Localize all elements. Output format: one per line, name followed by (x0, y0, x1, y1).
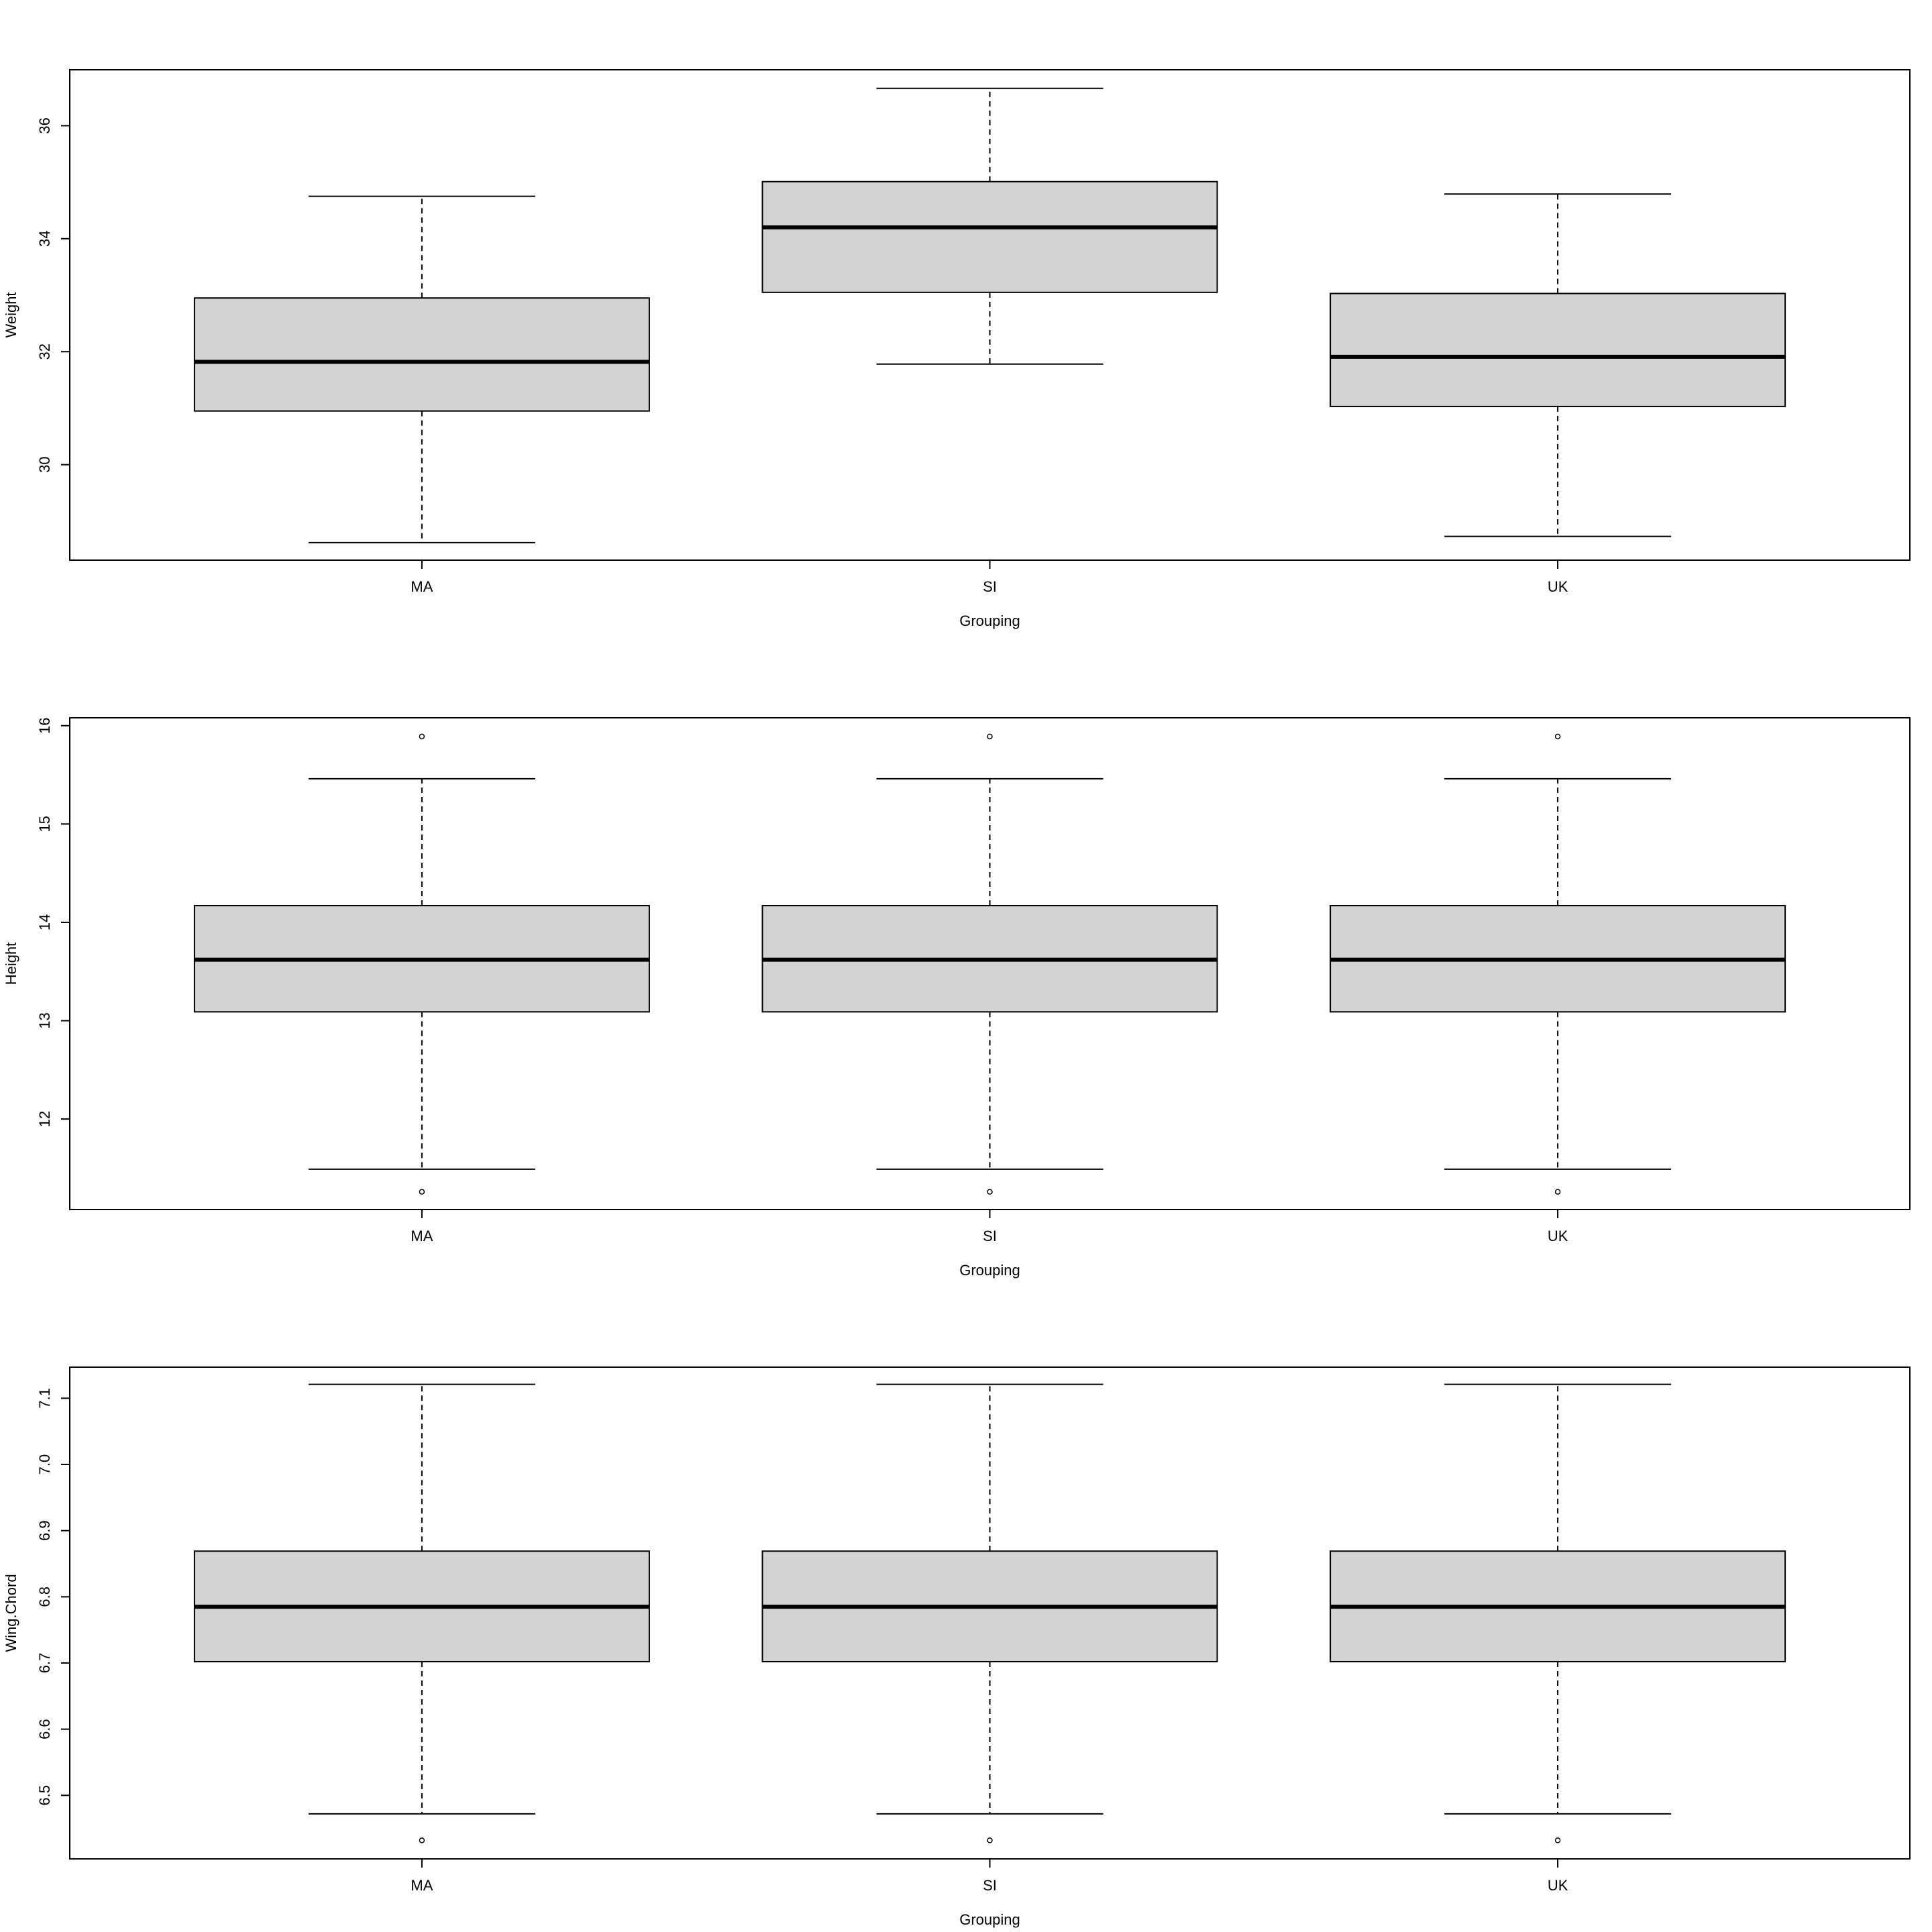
outlier (987, 733, 993, 740)
outlier (987, 1189, 993, 1195)
y-tick-label: 16 (36, 717, 53, 733)
x-axis-label: Grouping (959, 1262, 1020, 1279)
y-axis-label: Wing.Chord (3, 1574, 19, 1652)
y-tick-label: 6.6 (36, 1719, 53, 1739)
y-tick-label: 6.8 (36, 1587, 53, 1607)
y-axis-label: Weight (3, 292, 19, 337)
outlier (1554, 1837, 1561, 1843)
y-tick-label: 13 (36, 1012, 53, 1028)
x-axis-label: Grouping (959, 1911, 1020, 1928)
y-tick-label: 30 (36, 456, 53, 472)
outlier (419, 733, 425, 740)
x-tick-label: MA (411, 1877, 433, 1894)
outlier (419, 1189, 425, 1195)
y-tick-label: 15 (36, 816, 53, 832)
x-tick-label: UK (1548, 1228, 1568, 1244)
box (1330, 292, 1786, 407)
x-axis-label: Grouping (959, 612, 1020, 629)
x-tick-label: SI (983, 578, 997, 595)
y-tick-label: 6.7 (36, 1653, 53, 1674)
x-tick-label: MA (411, 578, 433, 595)
x-tick-label: UK (1548, 578, 1568, 595)
y-tick-label: 32 (36, 343, 53, 360)
y-tick-label: 7.1 (36, 1388, 53, 1409)
y-tick-label: 6.9 (36, 1520, 53, 1541)
x-tick-label: UK (1548, 1877, 1568, 1894)
box (761, 180, 1218, 293)
y-axis-label: Height (3, 943, 19, 985)
y-tick-label: 7.0 (36, 1454, 53, 1475)
outlier (419, 1837, 425, 1843)
y-tick-label: 34 (36, 231, 53, 247)
y-tick-label: 36 (36, 117, 53, 133)
y-tick-label: 6.5 (36, 1785, 53, 1806)
x-tick-label: SI (983, 1228, 997, 1244)
y-tick-label: 14 (36, 914, 53, 930)
outlier (1554, 1189, 1561, 1195)
y-tick-label: 12 (36, 1111, 53, 1127)
x-tick-label: MA (411, 1228, 433, 1244)
outlier (1554, 733, 1561, 740)
box (193, 297, 650, 412)
x-tick-label: SI (983, 1877, 997, 1894)
outlier (987, 1837, 993, 1843)
